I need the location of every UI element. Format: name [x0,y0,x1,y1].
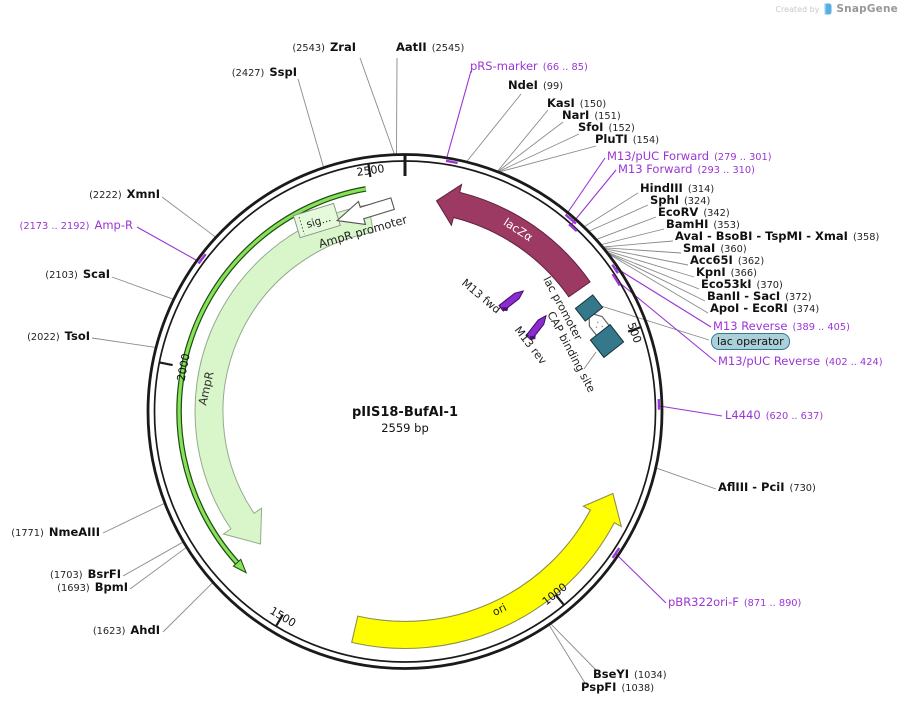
primer-label-pbr322ori-f: pBR322ori-F (871 .. 890) [668,595,802,610]
enzyme-label-tsoi: (2022) TsoI [27,329,90,344]
ampr-gene-arrowhead [232,558,248,574]
primer-label-m13-puc-forward: M13/pUC Forward (279 .. 301) [607,149,772,164]
enzyme-label-ahdi: (1623) AhdI [92,623,160,638]
snapgene-logo-icon [824,3,832,15]
enzyme-label-aatii: AatII (2545) [396,40,465,55]
tick-label-2000: 2000 [175,352,193,382]
enzyme-label-bpmi: (1693) BpmI [57,580,128,595]
enzyme-label-sphi: SphI (324) [650,193,711,208]
enzyme-label-scai: (2103) ScaI [45,267,110,282]
primer-label-m13-puc-reverse: M13/pUC Reverse (402 .. 424) [718,354,883,369]
enzyme-label-bseyi: BseYI (1034) [593,667,667,682]
primer-label-l4440: L4440 (620 .. 637) [725,408,824,423]
enzyme-label-pspfi: PspFI (1038) [581,680,655,695]
enzyme-label-nari: NarI (151) [562,108,621,123]
enzyme-label-sfoi: SfoI (152) [578,120,635,135]
enzyme-label-zrai: (2543) ZraI [292,40,356,55]
scale-ticks [159,154,642,627]
enzyme-label-acc65i: Acc65I (362) [690,253,765,268]
tick-label-2500: 2500 [356,162,386,179]
plasmid-title: pIIS18-BufAI-1 2559 bp [300,405,510,435]
lac-operator-tag: lac operator [711,333,790,350]
enzyme-label-nmeaiii: (1771) NmeAIII [11,525,100,540]
m13-fwd-label: M13 fwd [459,276,503,316]
enzyme-label-kpni: KpnI (366) [696,265,757,280]
enzyme-label-afliii-pcii: AflIII - PciI (730) [718,480,816,495]
primer-label-prs-marker: pRS-marker (66 .. 85) [470,59,588,74]
ampr-promoter-arrow [335,197,396,226]
cap-binding-site-box [589,323,625,359]
signal-sequence-box: sig... [292,202,341,239]
enzyme-label-banii-saci: BanII - SacI (372) [707,289,812,304]
ampr-gene-arc [177,187,367,564]
enzyme-label-hindiii: HindIII (314) [640,181,715,196]
ampr-arrow [194,204,374,545]
enzyme-label-sspi: (2427) SspI [231,65,297,80]
enzyme-label-kasi: KasI (150) [547,96,607,111]
snapgene-brand-text: SnapGene [836,3,898,15]
enzyme-label-xmni: (2222) XmnI [89,187,160,202]
enzyme-label-bsrfi: (1703) BsrFI [50,567,121,582]
primer-label-m13-forward: M13 Forward (293 .. 310) [618,162,755,177]
tick-label-1500: 1500 [267,604,298,630]
primer-connector-lines [136,70,723,604]
primer-label-m13-reverse: M13 Reverse (389 .. 405) [713,319,850,334]
enzyme-label-ndei: NdeI (99) [508,78,564,93]
lacza-arrow [435,183,591,298]
m13-rev-arrow [525,314,547,341]
snapgene-watermark: Created by SnapGene [775,3,898,15]
created-by-text: Created by [775,4,820,14]
enzyme-label-apoi-ecori: ApoI - EcoRI (374) [710,301,820,316]
ori-arrow [351,492,623,649]
lac-operator-box [574,294,604,322]
enzyme-leader-lines [91,57,717,684]
enzyme-label-smai: SmaI (360) [683,241,747,256]
primer-label-amp-r: (2173 .. 2192) Amp-R [19,218,133,233]
tick-label-500: 500 [625,321,644,345]
m13-fwd-arrow [498,290,525,312]
enzyme-label-eco53ki: Eco53kI (370) [701,277,783,292]
plasmid-name: pIIS18-BufAI-1 [352,405,458,420]
enzyme-label-ecorv: EcoRV (342) [658,205,730,220]
plasmid-size: 2559 bp [381,421,429,435]
enzyme-label-pluti: PluTI (154) [595,132,660,147]
enzyme-label-bamhi: BamHI (353) [666,217,740,232]
primer-tick-arcs [197,159,661,559]
ori-label: ori [490,601,509,619]
enzyme-label-avai-group: AvaI - BsoBI - TspMI - XmaI (358) [675,229,880,244]
